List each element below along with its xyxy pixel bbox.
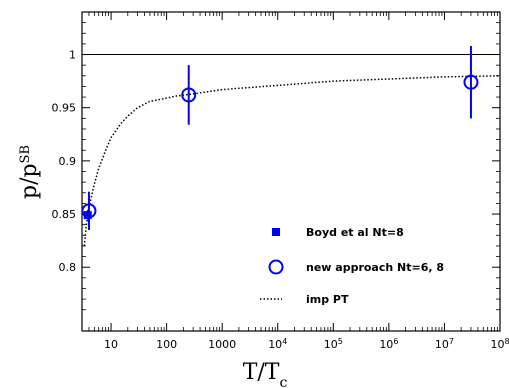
x-tick-label-base: 10 [379, 338, 393, 351]
x-tick-label-exp: 5 [338, 337, 343, 346]
x-tick-label: 100 [156, 338, 177, 351]
x-axis-title: T/Tc [243, 360, 288, 388]
legend-label: new approach Nt=6, 8 [306, 261, 444, 274]
data-point-boyd [83, 211, 92, 220]
x-tick-label-base: 10 [435, 338, 449, 351]
x-tick-label: 108 [490, 337, 509, 352]
legend: Boyd et al Nt=8 new approach Nt=6, 8 imp P… [260, 226, 444, 306]
x-tick-label-exp: 7 [449, 337, 454, 346]
y-axis-title-main: p/p [17, 163, 42, 199]
y-axis: 0.8 0.85 0.9 0.95 1 [52, 22, 500, 311]
legend-label: imp PT [306, 293, 349, 306]
data-point-new-approach [81, 203, 97, 219]
data-point-new-approach [181, 87, 197, 103]
y-tick-label: 0.9 [59, 155, 77, 168]
x-tick-label: 105 [324, 337, 343, 352]
x-tick-label-exp: 8 [504, 337, 509, 346]
x-tick-label: 10 [104, 338, 118, 351]
x-tick-label: 106 [379, 337, 398, 352]
y-tick-label: 0.85 [52, 208, 77, 221]
x-tick-label-exp: 4 [282, 337, 287, 346]
y-tick-label: 1 [69, 49, 76, 62]
x-tick-label-base: 10 [324, 338, 338, 351]
plot-frame [81, 11, 501, 332]
legend-marker-circle [268, 259, 284, 275]
x-tick-label-base: 10 [268, 338, 282, 351]
x-axis-title-sub: c [279, 375, 287, 388]
plot-area [81, 11, 501, 332]
y-axis-title-sup: SB [18, 145, 33, 163]
x-tick-label: 1000 [208, 338, 236, 351]
x-tick-label-base: 10 [490, 338, 504, 351]
x-axis-title-main: T/T [243, 360, 280, 385]
x-axis: 10 100 1000 104 105 106 107 108 [81, 12, 509, 352]
x-tick-label-exp: 6 [393, 337, 398, 346]
series-layer [81, 46, 501, 246]
y-tick-label: 0.8 [59, 261, 77, 274]
y-axis-title: p/pSB [17, 145, 42, 199]
legend-marker-square [272, 228, 280, 236]
y-tick-label: 0.95 [52, 102, 77, 115]
legend-label: Boyd et al Nt=8 [306, 226, 404, 239]
x-tick-label: 104 [268, 337, 287, 352]
data-point-new-approach [463, 74, 479, 90]
x-tick-label: 107 [435, 337, 454, 352]
imp-pt-curve [83, 75, 501, 246]
